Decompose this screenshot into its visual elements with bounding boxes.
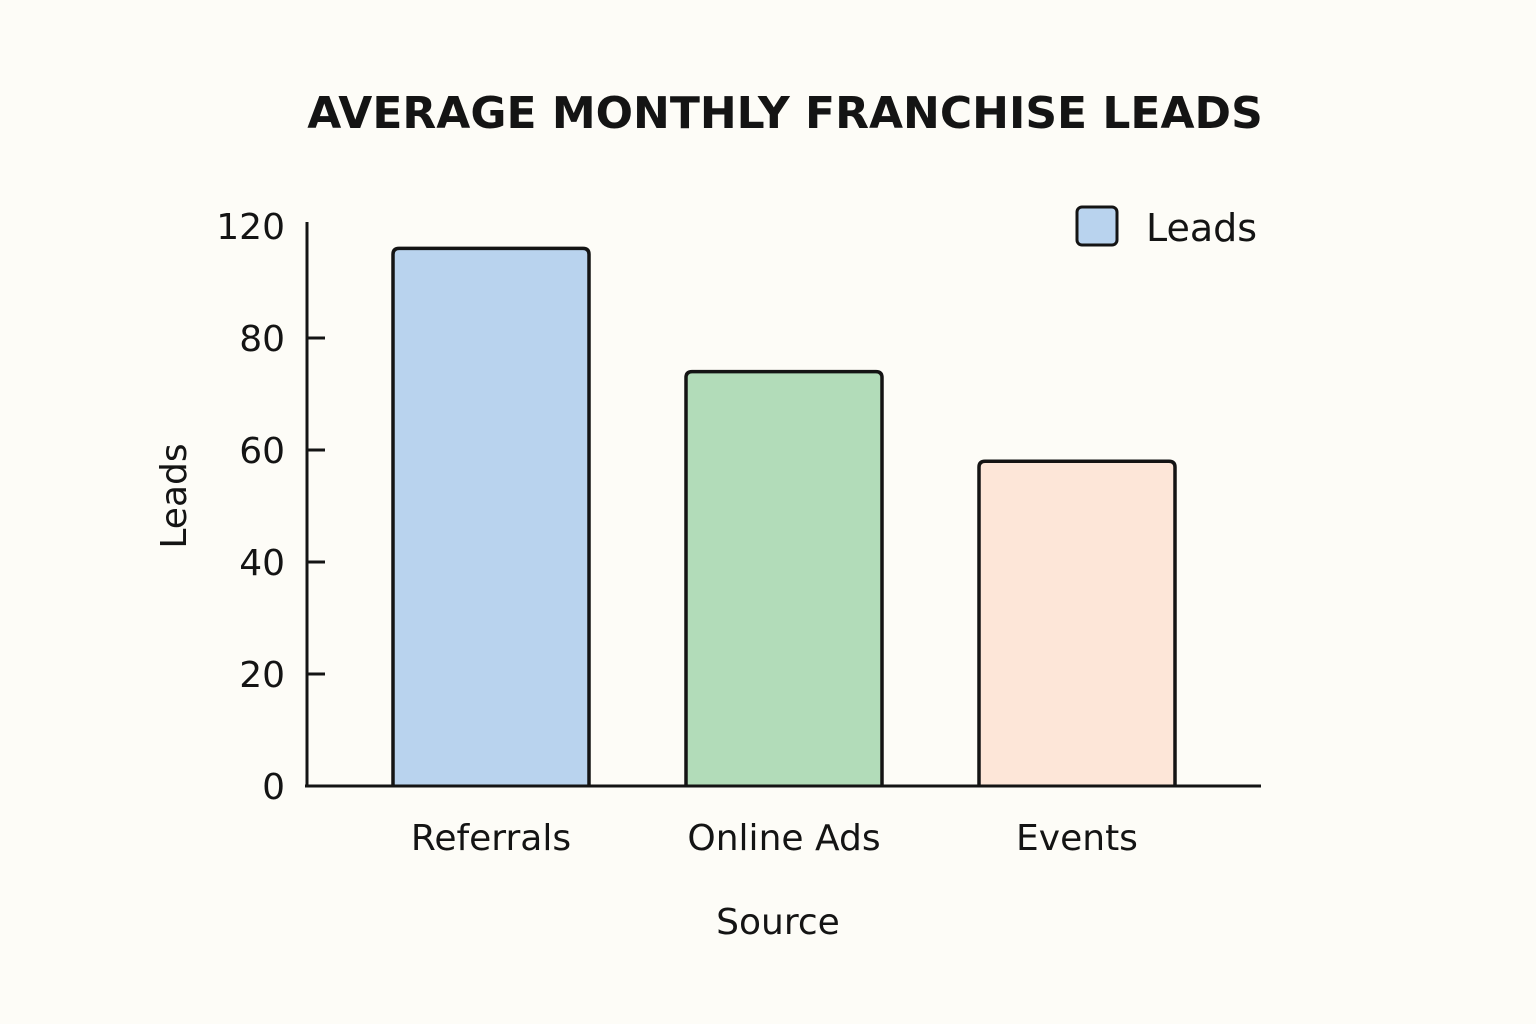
x-axis-category-labels: Referrals Online Ads Events [411, 818, 1138, 859]
bar-referrals [391, 246, 591, 786]
x-category-label: Events [1016, 818, 1138, 859]
legend-swatch [1075, 205, 1119, 247]
legend: Leads [1075, 205, 1257, 250]
y-tick-label: 0 [262, 767, 285, 808]
y-tick-label: 60 [239, 431, 285, 472]
y-tick-label: 120 [216, 207, 285, 248]
y-axis-ticks: 0 20 40 60 80 120 [216, 207, 325, 808]
y-tick-label: 20 [239, 655, 285, 696]
bars [391, 246, 1177, 786]
bar-events [977, 459, 1177, 786]
bar-online-ads [684, 369, 884, 786]
chart-title: AVERAGE MONTHLY FRANCHISE LEADS [307, 88, 1263, 139]
x-category-label: Online Ads [687, 818, 880, 859]
x-axis-label: Source [716, 902, 840, 943]
y-tick-label: 40 [239, 543, 285, 584]
y-tick-label: 80 [239, 319, 285, 360]
x-category-label: Referrals [411, 818, 571, 859]
y-axis-label: Leads [154, 443, 195, 548]
legend-label: Leads [1146, 206, 1257, 250]
